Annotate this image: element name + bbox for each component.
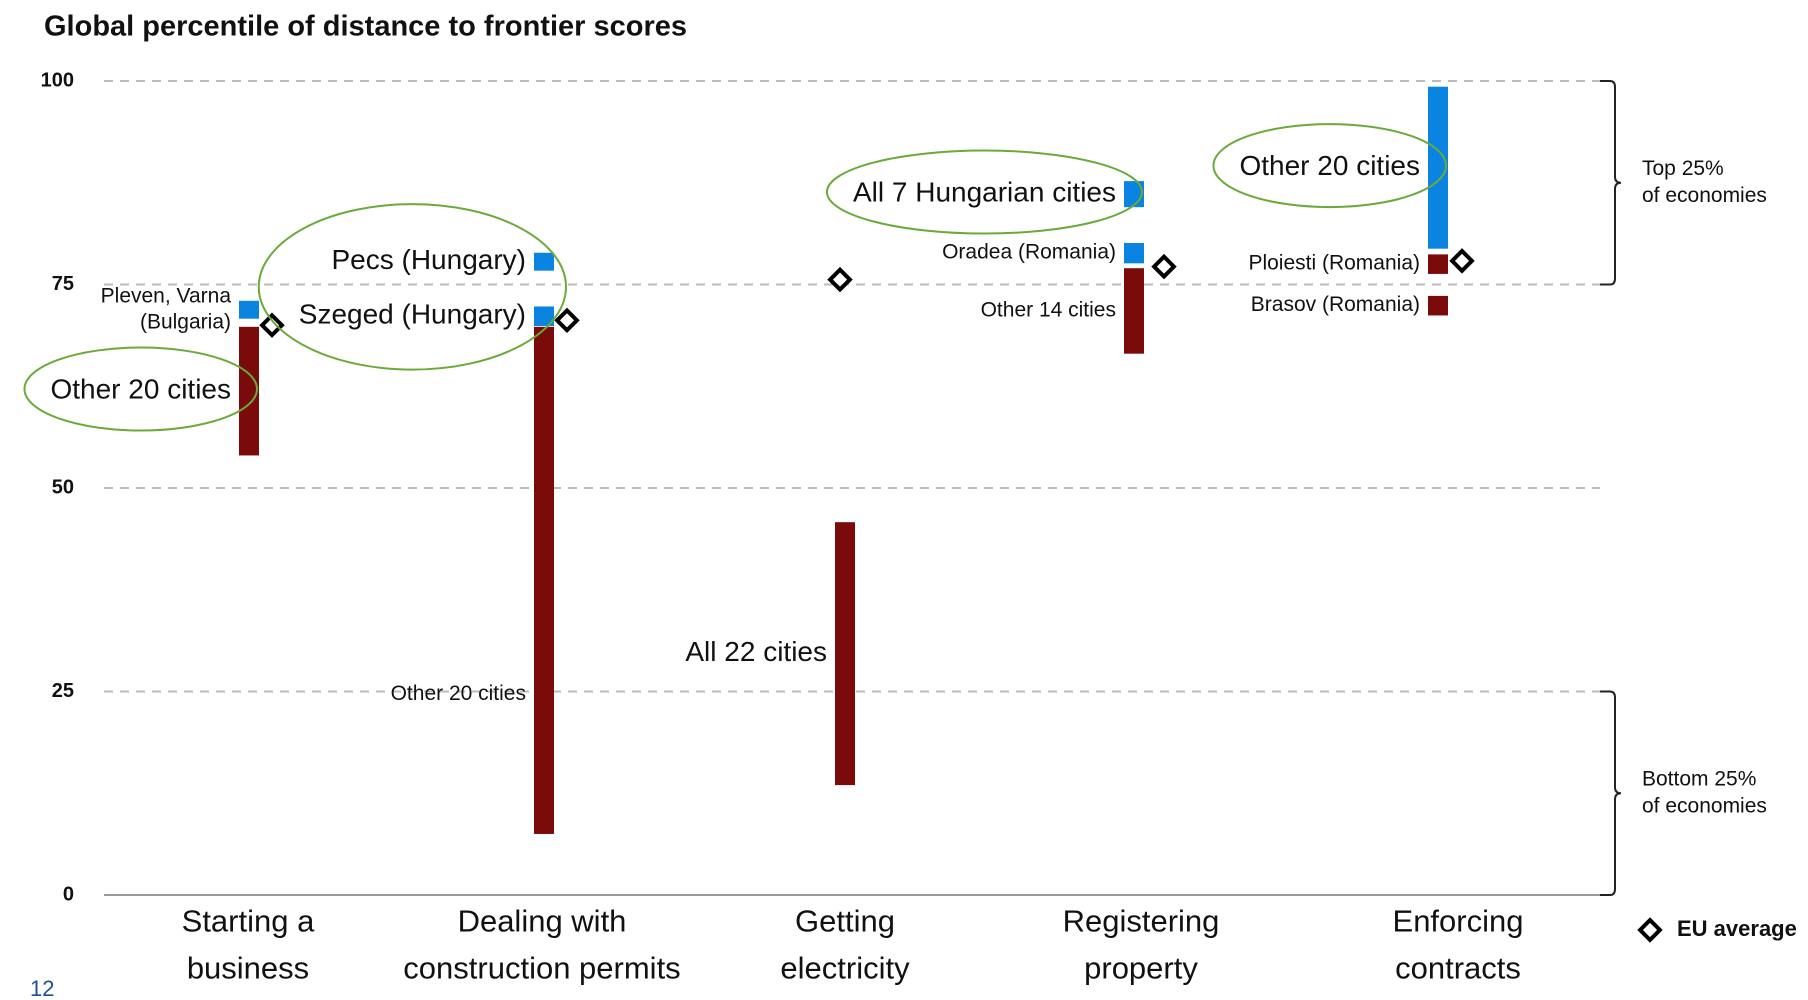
highlight-ellipse — [257, 203, 567, 371]
range-bar — [1428, 254, 1448, 274]
x-category-label: property — [1084, 951, 1198, 986]
segment-label: All 22 cities — [685, 636, 827, 667]
highlight-ellipse — [1212, 123, 1447, 209]
x-category-label: contracts — [1395, 951, 1521, 986]
y-tick-label: 50 — [52, 476, 74, 498]
range-bar — [534, 306, 554, 327]
range-bar — [1124, 242, 1144, 264]
segment-label: Other 20 cities — [391, 682, 526, 705]
x-category-label: construction permits — [403, 951, 680, 986]
highlight-ellipse — [23, 346, 258, 432]
range-bar — [534, 252, 554, 271]
range-bar — [1428, 295, 1448, 316]
x-category-label: electricity — [780, 951, 910, 986]
range-bar — [239, 326, 259, 456]
segment-label: Szeged (Hungary) — [299, 299, 526, 330]
eu-average-marker — [1449, 248, 1475, 274]
x-category-label: Getting — [795, 904, 895, 939]
eu-average-marker — [1637, 917, 1663, 943]
y-tick-label: 100 — [41, 69, 74, 91]
segment-label: Other 20 cities — [50, 374, 231, 405]
x-category-label: Dealing with — [458, 904, 627, 939]
highlight-ellipse — [825, 149, 1143, 235]
x-category-label: Registering — [1063, 904, 1220, 939]
range-bar — [1124, 268, 1144, 354]
range-bar — [1428, 86, 1448, 249]
segment-label: Oradea (Romania) — [942, 241, 1116, 264]
bracket — [1600, 80, 1622, 286]
y-tick-label: 75 — [52, 273, 74, 295]
bracket-label: of economies — [1642, 184, 1767, 207]
y-tick-label: 0 — [63, 883, 74, 905]
eu-average-marker — [1151, 253, 1177, 280]
range-bar — [534, 326, 554, 834]
x-category-label: Starting a — [182, 904, 315, 939]
segment-label: Other 14 cities — [981, 299, 1116, 322]
segment-label: Ploiesti (Romania) — [1248, 252, 1420, 275]
bracket-label: Top 25% — [1642, 157, 1724, 180]
range-bar — [835, 522, 855, 786]
bracket-label: Bottom 25% — [1642, 767, 1756, 790]
eu-average-marker — [827, 266, 853, 293]
segment-label: (Bulgaria) — [140, 310, 231, 333]
eu-average-marker — [554, 307, 580, 334]
x-category-label: Enforcing — [1393, 904, 1524, 939]
bracket — [1600, 690, 1622, 896]
eu-average-marker — [259, 312, 285, 338]
range-bar — [239, 300, 259, 319]
segment-label: Pecs (Hungary) — [331, 244, 526, 275]
page-number: 12 — [30, 976, 54, 1000]
segment-label: Pleven, Varna — [101, 284, 232, 307]
x-category-label: business — [187, 951, 309, 986]
chart-title: Global percentile of distance to frontie… — [44, 11, 687, 43]
segment-label: Other 20 cities — [1239, 150, 1420, 181]
segment-label: Brasov (Romania) — [1251, 293, 1420, 316]
segment-label: All 7 Hungarian cities — [853, 177, 1116, 208]
y-tick-label: 25 — [52, 680, 74, 702]
bracket-label: of economies — [1642, 794, 1767, 817]
legend-label: EU average — [1677, 916, 1797, 941]
